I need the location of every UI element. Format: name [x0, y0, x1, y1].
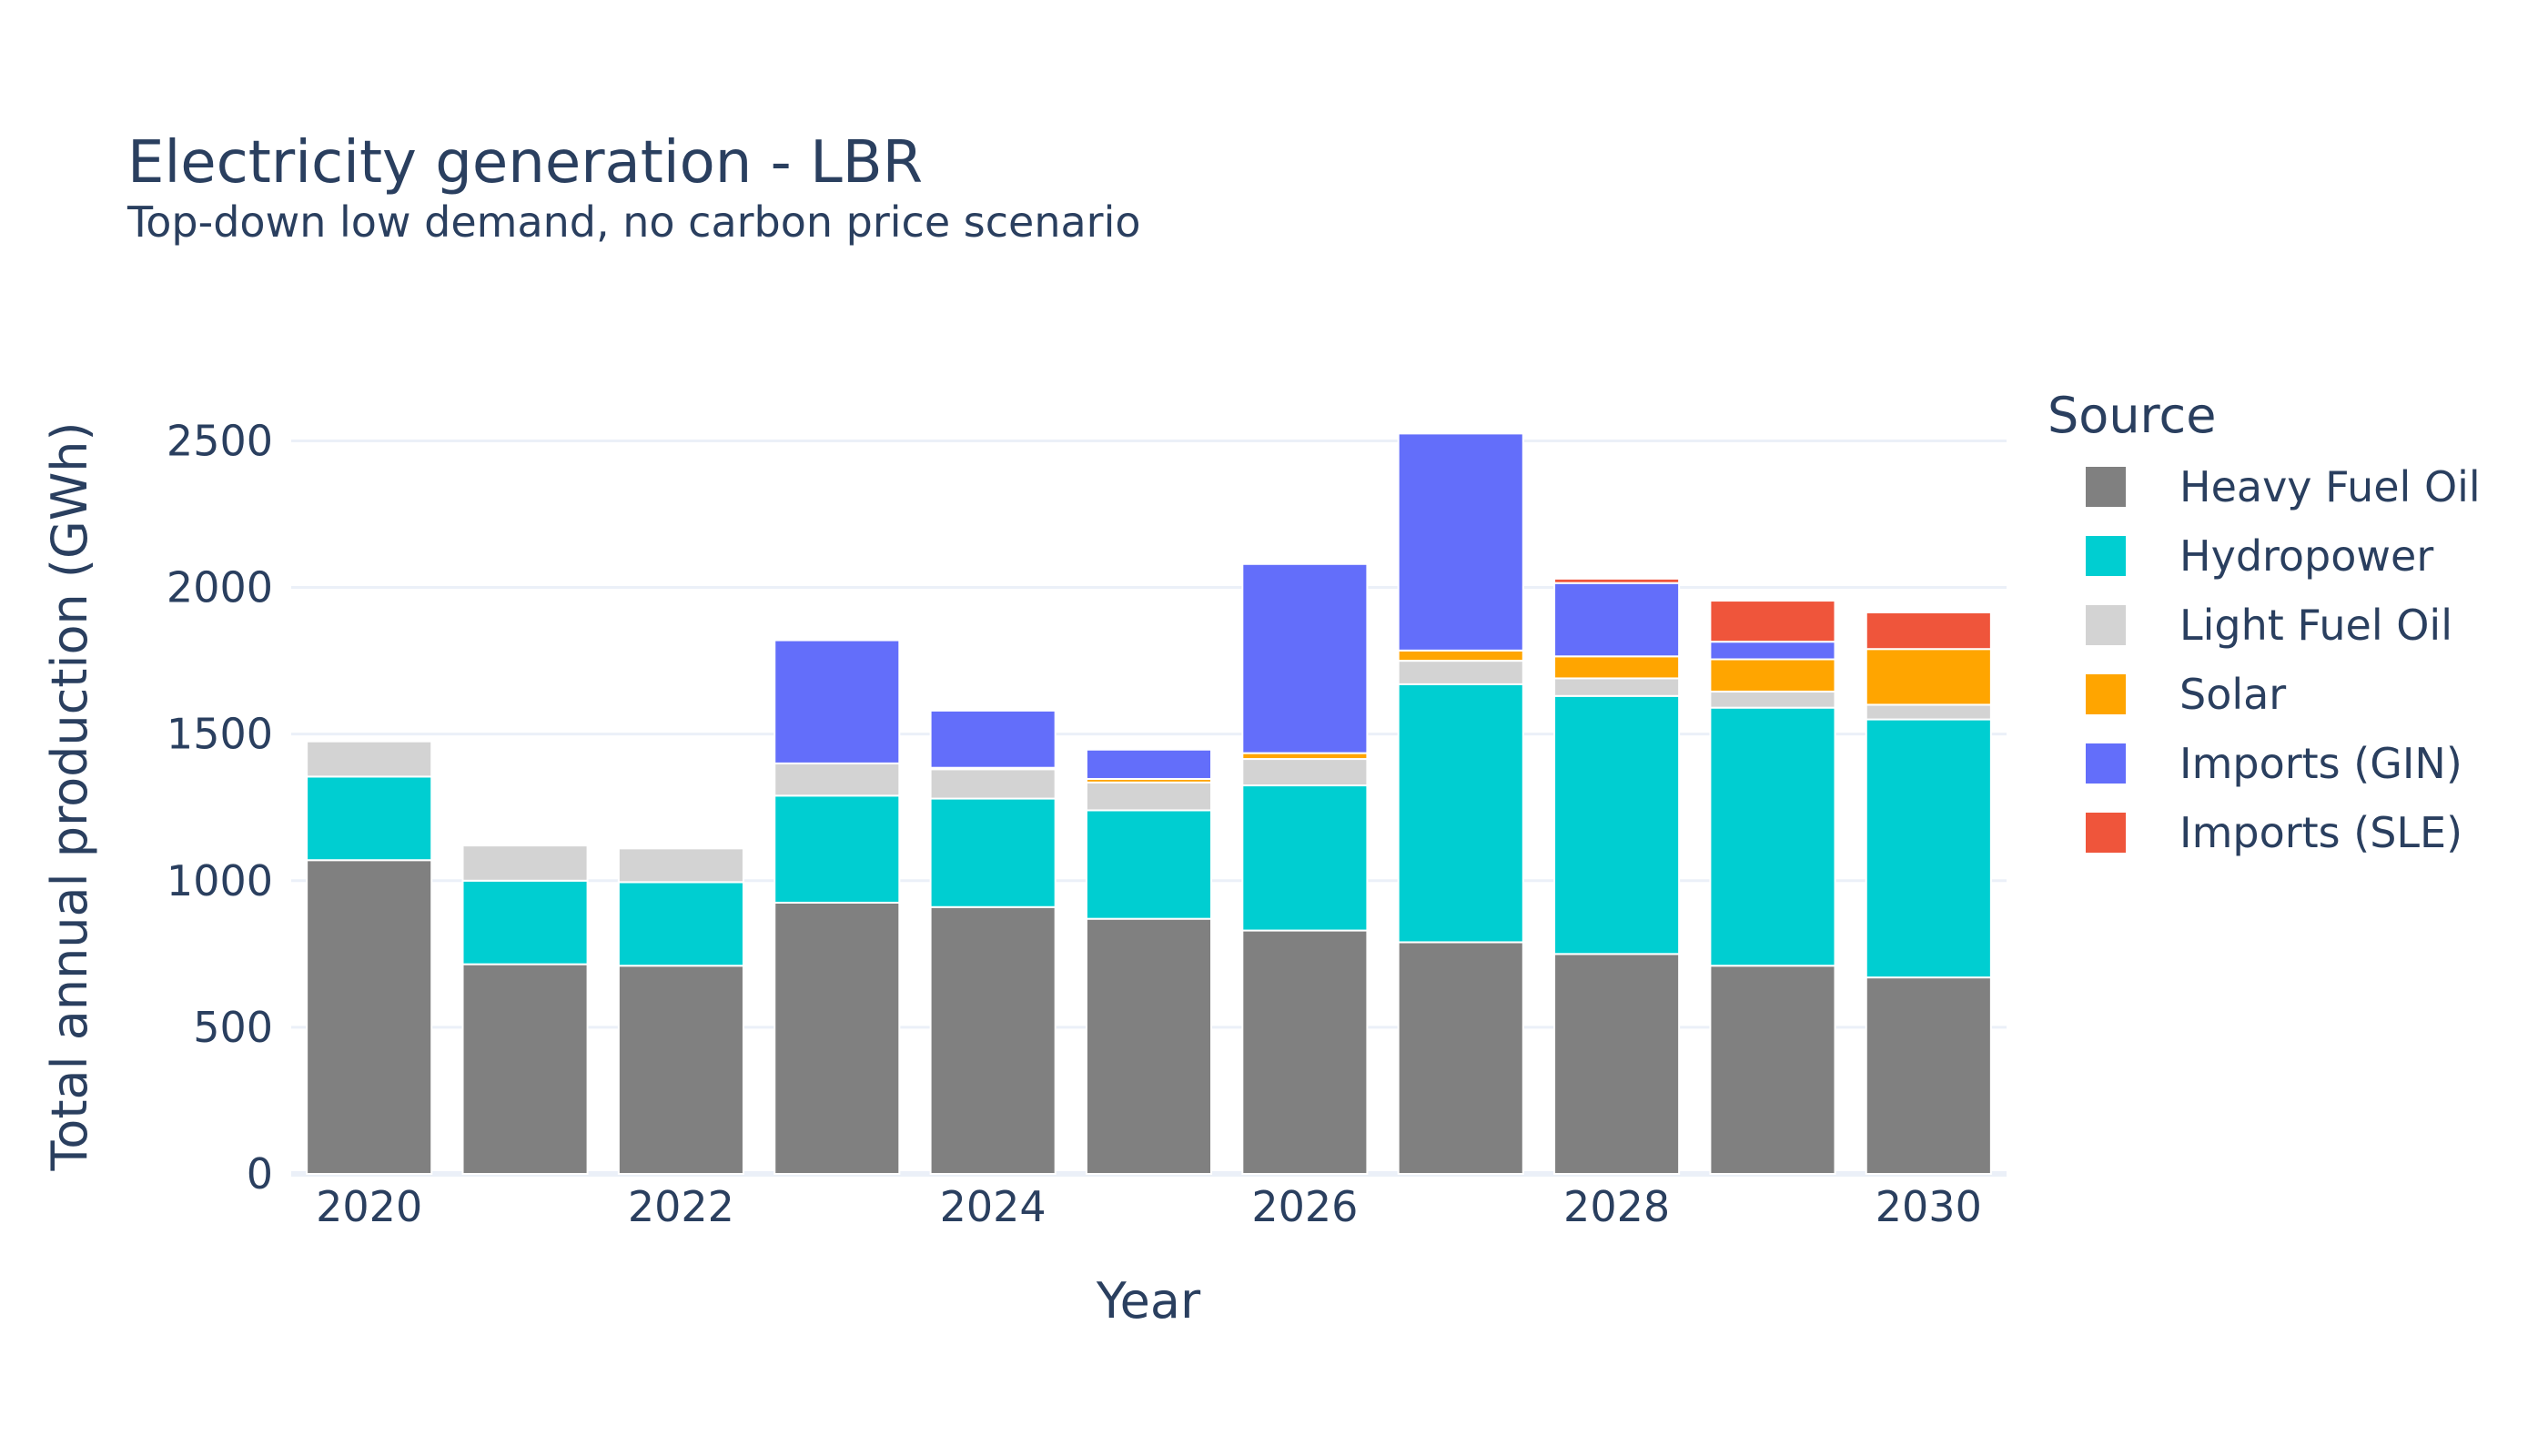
x-tick-label: 2030 — [1876, 1182, 1982, 1231]
bar-segment — [1085, 917, 1213, 1176]
legend-item-label: Hydropower — [2179, 531, 2433, 581]
bar-segment — [306, 775, 433, 862]
x-axis-title: Year — [1096, 1272, 1201, 1330]
y-tick-label: 0 — [247, 1149, 273, 1198]
bar-segment — [306, 740, 433, 778]
legend: Heavy Fuel Oil Hydropower Light Fuel Oil So… — [2086, 462, 2481, 857]
legend-swatch — [2086, 536, 2126, 576]
bar-segment — [1865, 703, 1992, 721]
bar-segment — [617, 881, 744, 967]
x-tick-label: 2026 — [1251, 1182, 1358, 1231]
x-tick-labels: 2020 2022 2024 2026 2028 2030 — [316, 1182, 1982, 1231]
chart-subtitle: Top-down low demand, no carbon price sce… — [126, 197, 1141, 247]
bar-segment — [1397, 682, 1524, 944]
bar-segment — [1085, 781, 1213, 812]
bar-segment — [1865, 976, 1992, 1175]
bar-segment — [461, 963, 589, 1175]
legend-swatch — [2086, 605, 2126, 645]
bar-segment — [1553, 581, 1681, 658]
bar-segment — [461, 879, 589, 966]
chart-title: Electricity generation - LBR — [127, 129, 923, 197]
bar-segment — [1397, 660, 1524, 685]
bars — [306, 432, 1992, 1176]
bar-segment — [1553, 677, 1681, 697]
bar-segment — [774, 639, 901, 764]
legend-title: Source — [2048, 387, 2216, 444]
bar-segment — [929, 768, 1057, 800]
bar-segment — [461, 844, 589, 882]
legend-item-label: Light Fuel Oil — [2179, 601, 2452, 650]
bar-segment — [1865, 611, 1992, 651]
y-tick-labels: 0 500 1000 1500 2000 2500 — [167, 416, 273, 1198]
bar-segment — [617, 965, 744, 1175]
bar-segment — [929, 709, 1057, 769]
bar-segment — [1397, 649, 1524, 662]
bar-segment — [1553, 655, 1681, 680]
legend-swatch — [2086, 743, 2126, 784]
legend-item-label: Solar — [2179, 670, 2286, 719]
bar-segment — [1397, 941, 1524, 1176]
bar-segment — [1085, 748, 1213, 780]
y-tick-label: 2500 — [167, 416, 273, 465]
x-tick-label: 2020 — [316, 1182, 422, 1231]
y-tick-label: 1500 — [167, 710, 273, 759]
bar-segment — [1865, 648, 1992, 706]
bar-segment — [1397, 432, 1524, 652]
bar-segment — [1709, 600, 1836, 643]
bar-segment — [1241, 784, 1369, 932]
legend-swatch — [2086, 813, 2126, 853]
bar-segment — [617, 847, 744, 884]
y-tick-label: 500 — [193, 1003, 273, 1052]
bar-segment — [1553, 694, 1681, 956]
x-tick-label: 2022 — [628, 1182, 734, 1231]
y-axis-title: Total annual production (GWh) — [41, 421, 98, 1171]
y-tick-label: 1000 — [167, 856, 273, 905]
bar-segment — [1709, 641, 1836, 661]
bar-segment — [1241, 562, 1369, 754]
bar-segment — [1085, 809, 1213, 920]
bar-segment — [774, 762, 901, 797]
bar-segment — [1553, 953, 1681, 1176]
bar-segment — [1709, 706, 1836, 967]
bar-segment — [929, 797, 1057, 908]
y-tick-label: 2000 — [167, 563, 273, 612]
bar-segment — [1241, 929, 1369, 1175]
bar-segment — [1241, 758, 1369, 787]
legend-swatch — [2086, 674, 2126, 714]
bar-segment — [1709, 658, 1836, 693]
legend-swatch — [2086, 467, 2126, 507]
legend-item-label: Imports (GIN) — [2179, 739, 2462, 788]
bar-segment — [1553, 577, 1681, 584]
x-tick-label: 2028 — [1563, 1182, 1670, 1231]
x-tick-label: 2024 — [940, 1182, 1046, 1231]
bar-segment — [1709, 690, 1836, 709]
bar-segment — [1709, 965, 1836, 1175]
bar-segment — [1865, 718, 1992, 979]
bar-segment — [306, 859, 433, 1175]
legend-item-label: Imports (SLE) — [2179, 808, 2462, 857]
bar-segment — [929, 905, 1057, 1175]
legend-item-label: Heavy Fuel Oil — [2179, 462, 2481, 511]
bar-segment — [774, 794, 901, 904]
bar-segment — [774, 901, 901, 1175]
